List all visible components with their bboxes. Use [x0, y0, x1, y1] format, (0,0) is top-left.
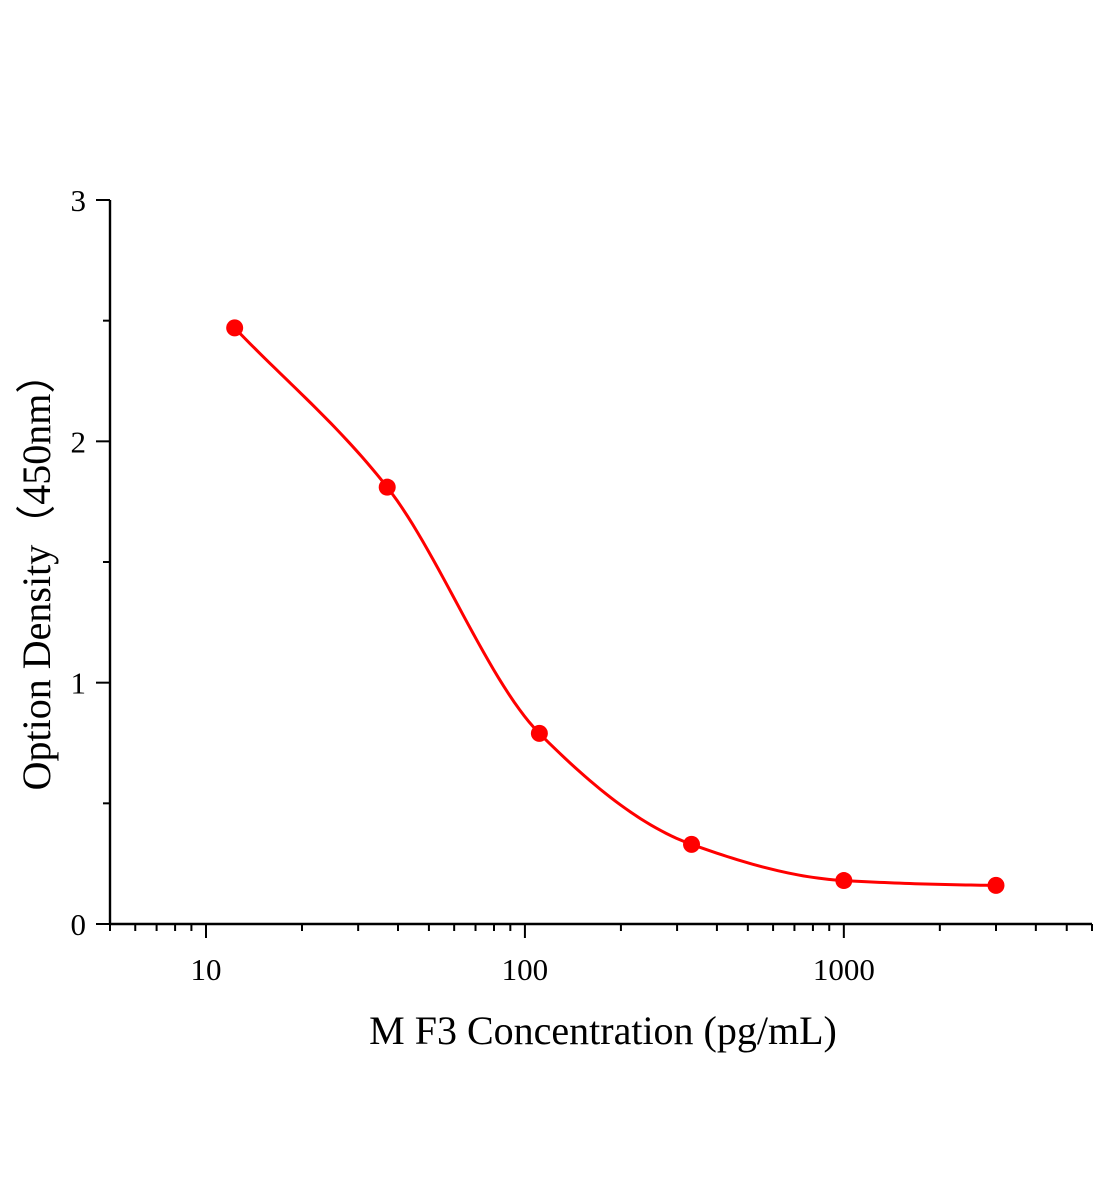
- data-point: [683, 835, 701, 853]
- x-axis-title: M F3 Concentration (pg/mL): [369, 1008, 837, 1053]
- x-tick-label: 10: [191, 952, 222, 987]
- data-points: [226, 319, 1005, 894]
- y-tick-label: 0: [71, 907, 87, 942]
- data-point: [530, 724, 548, 742]
- fit-curve: [233, 326, 997, 887]
- y-tick-label: 2: [71, 424, 87, 459]
- x-axis: 10 100 1000: [109, 922, 1093, 987]
- data-point: [835, 872, 853, 890]
- y-axis-title: Option Density（450nm）: [14, 354, 59, 791]
- x-tick-label: 100: [502, 952, 549, 987]
- y-axis: 0 1 2 3: [71, 183, 112, 942]
- y-tick-label: 3: [71, 183, 87, 218]
- x-tick-label: 1000: [813, 952, 875, 987]
- data-point: [226, 319, 244, 337]
- fit-curve-layer: [233, 326, 997, 887]
- data-point: [987, 876, 1005, 894]
- y-tick-label: 1: [71, 666, 87, 701]
- data-point: [378, 478, 396, 496]
